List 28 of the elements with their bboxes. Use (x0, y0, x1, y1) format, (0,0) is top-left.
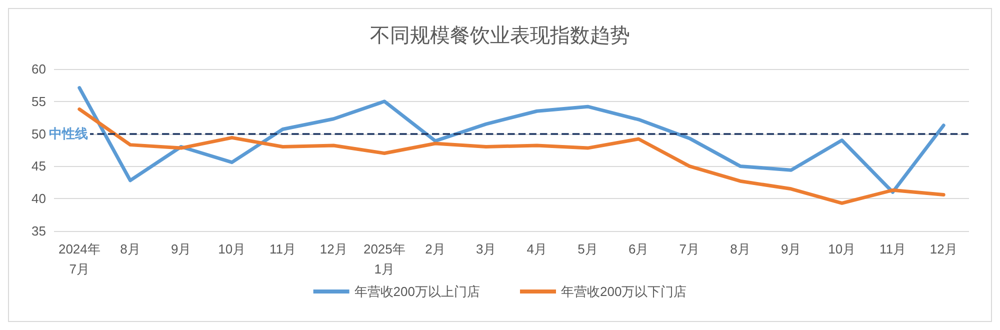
y-tick-label: 60 (32, 62, 46, 76)
x-tick-label: 7月 (679, 242, 700, 256)
ref-line-label: 中性线 (49, 126, 88, 141)
y-tick-label: 55 (32, 94, 46, 109)
y-tick-label: 35 (32, 224, 46, 238)
x-tick-label: 4月 (526, 242, 548, 256)
x-tick-label: 6月 (628, 242, 649, 256)
x-tick-label: 3月 (476, 242, 496, 256)
y-tick-label: 40 (32, 191, 46, 206)
x-tick-label: 10月 (218, 242, 246, 256)
x-tick-label: 2024年 7月 (58, 242, 100, 276)
y-tick-label: 50 (32, 126, 46, 142)
x-tick-label: 11月 (880, 242, 906, 256)
x-tick-label: 9月 (170, 242, 192, 256)
x-tick-label: 2月 (425, 242, 446, 256)
x-tick-label: 8月 (120, 242, 140, 256)
x-tick-label: 12月 (930, 242, 958, 256)
y-tick-label: 45 (32, 158, 46, 174)
legend-label: 年营收200万以下门店 (561, 284, 687, 299)
x-tick-label: 5月 (578, 242, 598, 256)
legend-label: 年营收200万以上门店 (354, 284, 480, 299)
x-tick-label: 2025年 1月 (363, 242, 406, 276)
x-tick-label: 11月 (270, 242, 296, 256)
x-tick-label: 8月 (730, 242, 750, 256)
chart-title: 不同规模餐饮业表现指数趋势 (370, 25, 630, 47)
x-tick-label: 10月 (828, 242, 856, 256)
x-tick-label: 12月 (320, 242, 348, 256)
x-tick-label: 9月 (780, 242, 802, 256)
